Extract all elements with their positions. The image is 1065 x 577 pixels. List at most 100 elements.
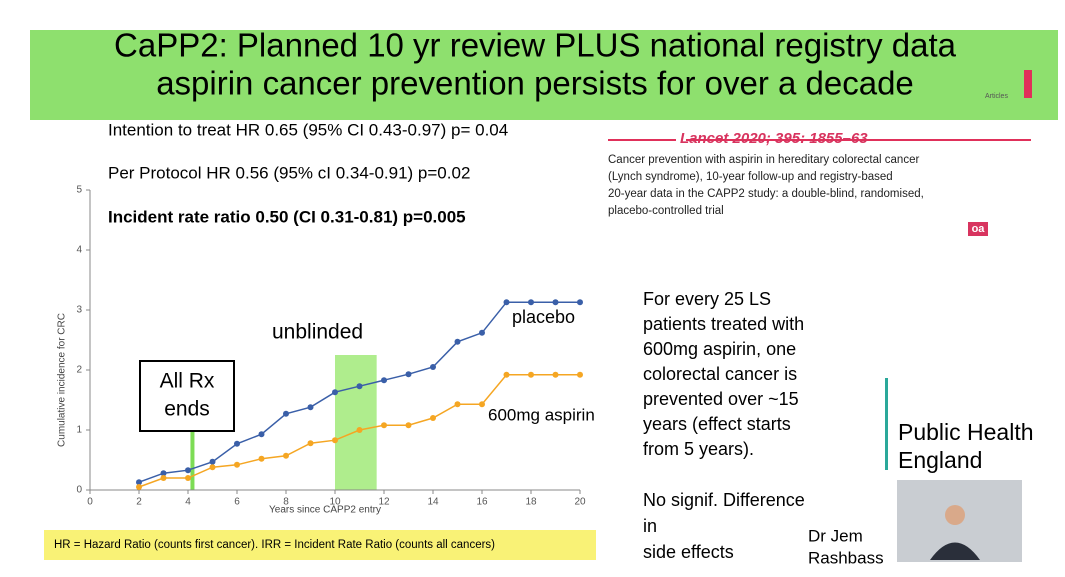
data-point: [405, 422, 412, 429]
side-effects-line: No signif. Difference: [643, 490, 805, 510]
legend-label: 600mg aspirin: [488, 405, 595, 424]
speaker-name: Rashbass: [808, 548, 884, 567]
data-point: [160, 475, 167, 481]
y-tick-label: 1: [76, 425, 82, 436]
data-point: [381, 377, 387, 384]
title-band: [30, 30, 1058, 120]
x-tick-label: 8: [283, 497, 289, 508]
oa-label: oa: [972, 223, 986, 235]
summary-line: years (effect starts: [643, 414, 791, 434]
data-point: [234, 440, 240, 447]
data-point: [552, 299, 559, 306]
speaker-body: [930, 542, 980, 560]
legend-label: placebo: [512, 307, 575, 327]
stat-line: Incident rate ratio 0.50 (CI 0.31-0.81) …: [108, 207, 466, 226]
x-tick-label: 12: [378, 497, 390, 508]
summary-line: For every 25 LS: [643, 289, 771, 309]
data-point: [283, 452, 289, 459]
article-title: placebo-controlled trial: [608, 205, 724, 217]
x-tick-label: 0: [87, 497, 93, 508]
data-point: [479, 329, 485, 336]
journal-tag: Articles: [985, 93, 1008, 100]
data-point: [234, 461, 240, 468]
slide-title: aspirin cancer prevention persists for o…: [156, 65, 914, 102]
stat-line: Per Protocol HR 0.56 (95% cI 0.34-0.91) …: [108, 163, 470, 182]
data-point: [185, 475, 191, 481]
data-point: [430, 415, 436, 421]
data-point: [479, 401, 485, 408]
data-point: [332, 437, 338, 444]
data-point: [185, 467, 191, 474]
speaker-name: Dr Jem: [808, 526, 863, 545]
x-tick-label: 18: [525, 497, 537, 508]
annotation-box: [139, 360, 235, 432]
data-point: [307, 440, 314, 447]
y-tick-label: 2: [76, 365, 82, 376]
y-tick-label: 0: [76, 485, 82, 496]
side-effects-line: in: [643, 516, 657, 536]
logo-text: England: [898, 447, 982, 473]
x-tick-label: 16: [476, 497, 488, 508]
article-title: Cancer prevention with aspirin in heredi…: [608, 154, 919, 166]
data-point: [356, 427, 363, 433]
side-effects-line: side effects: [643, 542, 734, 562]
data-point: [209, 458, 216, 465]
y-tick-label: 5: [76, 185, 82, 196]
journal-mark: [1024, 70, 1032, 98]
data-point: [552, 371, 559, 378]
data-point: [577, 371, 583, 378]
summary-line: prevented over ~15: [643, 389, 799, 409]
speaker-head: [945, 505, 965, 525]
data-point: [528, 371, 534, 378]
data-point: [258, 455, 265, 462]
data-point: [430, 364, 436, 370]
x-tick-label: 20: [574, 497, 586, 508]
logo-rule: [885, 378, 888, 470]
data-point: [283, 410, 289, 417]
data-point: [381, 422, 387, 429]
x-tick-label: 10: [329, 497, 341, 508]
annotation: ends: [164, 398, 210, 421]
data-point: [405, 371, 412, 378]
x-axis-label: Years since CAPP2 entry: [269, 505, 381, 516]
unblinded-band: [335, 355, 377, 490]
citation: Lancet 2020; 395: 1855–63: [680, 130, 868, 147]
stat-line: Intention to treat HR 0.65 (95% CI 0.43-…: [108, 120, 508, 139]
x-tick-label: 14: [427, 497, 439, 508]
data-point: [356, 383, 363, 390]
footnote-band: [44, 530, 596, 560]
speaker-video: [897, 480, 1022, 562]
annotation: All Rx: [160, 370, 215, 393]
article-title: 20-year data in the CAPP2 study: a doubl…: [608, 188, 924, 200]
data-point: [528, 299, 534, 306]
summary-line: from 5 years).: [643, 439, 754, 459]
article-title: (Lynch syndrome), 10-year follow-up and …: [608, 171, 893, 183]
data-point: [577, 299, 583, 306]
data-point: [454, 338, 461, 345]
summary-line: colorectal cancer is: [643, 364, 797, 384]
data-point: [503, 299, 510, 306]
oa-badge: [968, 222, 988, 236]
rx-end-line: [190, 432, 195, 490]
data-point: [332, 389, 338, 396]
summary-line: 600mg aspirin, one: [643, 339, 796, 359]
annotation: unblinded: [272, 321, 363, 344]
logo-text: Public Health: [898, 419, 1034, 445]
data-point: [503, 371, 510, 378]
data-point: [136, 479, 142, 486]
footnote: HR = Hazard Ratio (counts first cancer).…: [54, 539, 495, 551]
y-tick-label: 3: [76, 305, 82, 316]
x-tick-label: 2: [136, 497, 142, 508]
data-point: [136, 484, 142, 490]
x-tick-label: 4: [185, 497, 191, 508]
citation-rule: [686, 139, 1031, 141]
data-point: [307, 404, 314, 411]
data-point: [258, 431, 265, 438]
y-tick-label: 4: [76, 245, 82, 256]
data-point: [160, 470, 167, 477]
data-point: [209, 464, 216, 471]
texts: CaPP2: Planned 10 yr review PLUS nationa…: [54, 27, 1034, 568]
